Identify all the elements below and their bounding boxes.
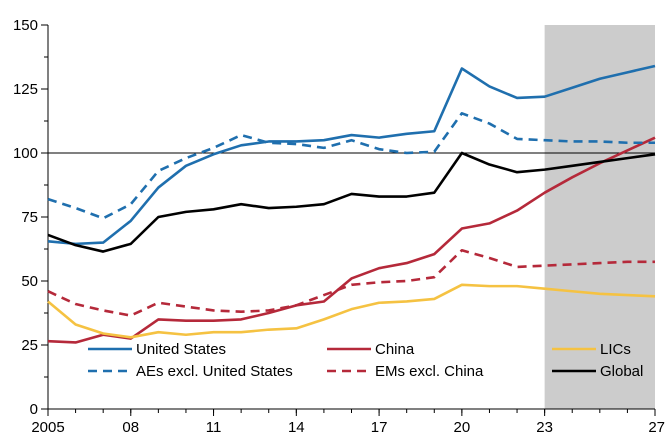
series-line-united-states: [47, 64, 656, 246]
series-line-lics: [47, 283, 656, 339]
y-tick-label: 25: [21, 337, 38, 354]
legend: United States China LICs AEs excl. United S…: [88, 341, 643, 380]
y-tick-label: 50: [21, 273, 38, 290]
series-line-global: [47, 151, 656, 253]
legend-label-global: Global: [600, 363, 643, 380]
x-tick-label: 08: [122, 419, 139, 436]
x-tick-label: 2005: [31, 419, 64, 436]
x-tick-label: 11: [206, 419, 222, 436]
series-line-ems-excl-china: [47, 248, 655, 317]
projection-shading-layer: [544, 25, 655, 409]
legend-label-ems-excl-china: EMs excl. China: [375, 363, 484, 380]
series-line-aes-excl-united-states: [47, 112, 655, 220]
x-tick-label: 14: [288, 419, 305, 436]
y-tick-label: 75: [21, 209, 38, 226]
series-line-china: [47, 136, 656, 344]
legend-label-china: China: [375, 341, 415, 358]
legend-label-aes-excl-united-states: AEs excl. United States: [136, 363, 293, 380]
x-tick-label: 27: [648, 419, 665, 436]
y-tick-label: 100: [13, 145, 38, 162]
x-tick-label: 23: [536, 419, 553, 436]
x-tick-label: 20: [454, 419, 471, 436]
y-tick-label: 125: [13, 81, 38, 98]
y-tick-label: 0: [30, 401, 38, 418]
axes-layer: 0 25 50 75 100 125 150 2005 08 11 14 17 20 23 27: [13, 17, 665, 436]
y-tick-label: 150: [13, 17, 38, 34]
projection-shading: [544, 25, 655, 409]
legend-label-united-states: United States: [136, 341, 226, 358]
legend-label-lics: LICs: [600, 341, 631, 358]
series-layer: [47, 64, 656, 344]
x-tick-label: 17: [371, 419, 388, 436]
